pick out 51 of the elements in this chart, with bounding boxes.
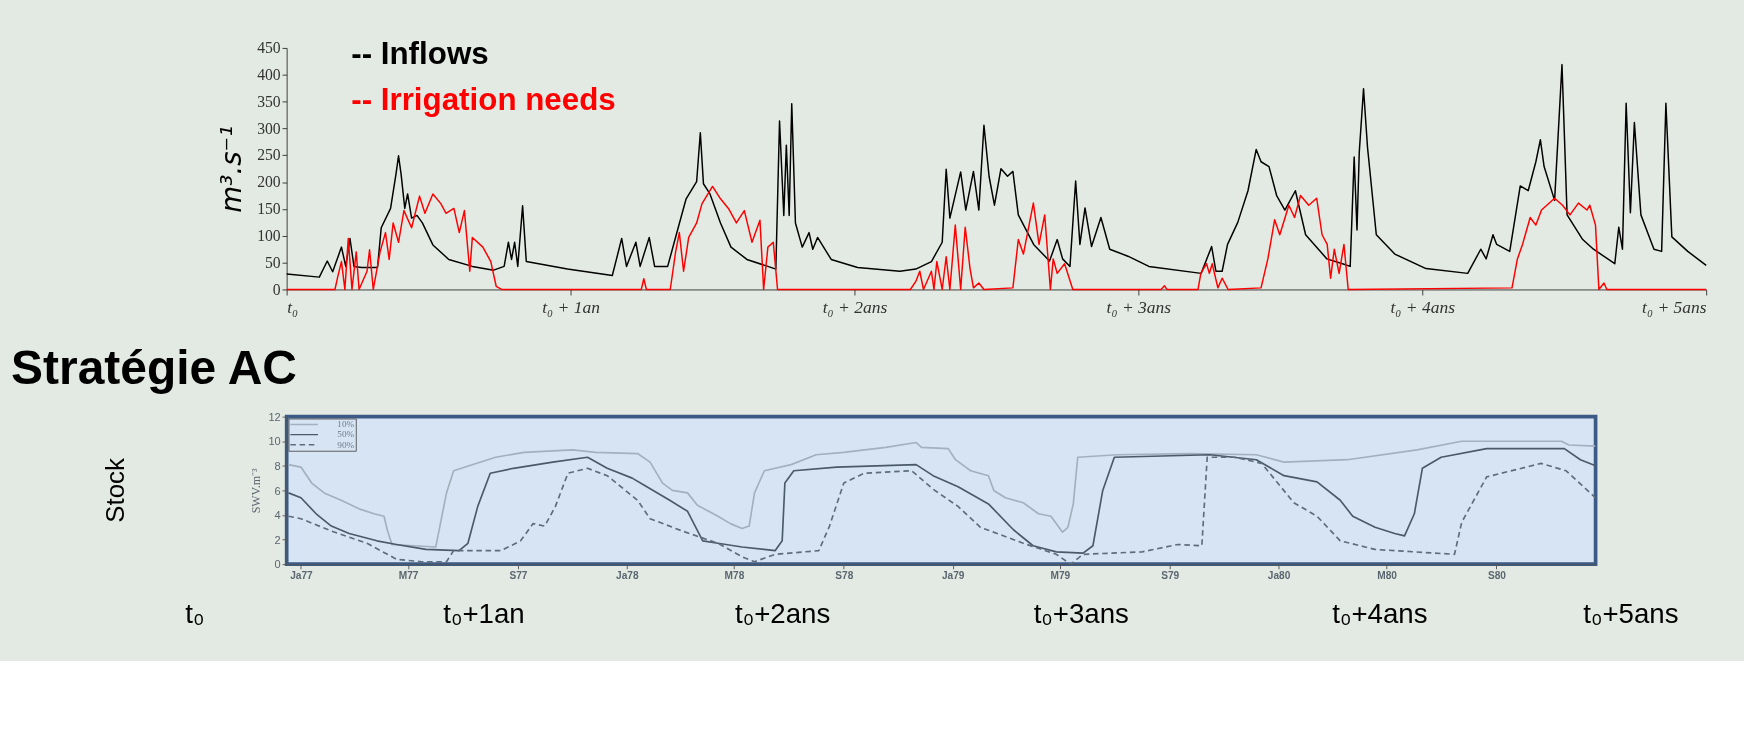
text: -- Inflows [351,35,489,71]
x-tick-label: Ja78 [616,570,639,582]
x-tick-label: t₀ + 3ans [1106,296,1172,317]
x-tick-label: t₀ [287,296,299,317]
y-axis-title: m³.s⁻¹ [214,125,248,213]
x-tick-label: t₀ + 4ans [1390,296,1456,317]
x-tick-label: S80 [1487,570,1507,582]
y-tick-label: 450 [257,39,281,57]
y-tick-label: 100 [257,226,281,244]
text: t₀+1an [443,598,525,630]
y-tick-label: 12 [268,410,281,423]
x-tick-label: S78 [835,570,854,582]
text: t₀ [185,598,205,630]
y-tick-label: 350 [257,92,281,110]
chart-title: Stratégie AC [11,341,297,395]
y-tick-label: 0 [274,558,281,571]
legend-label: 50% [337,429,355,440]
text: -- Irrigation needs [351,81,616,117]
y-tick-label: 400 [257,65,281,83]
y-tick-label: 300 [257,119,281,137]
x-tick-label: M78 [724,570,745,582]
line-series [285,63,1707,278]
x-tick-label: S77 [509,570,528,582]
x-tick-label: t₀ + 2ans [822,296,888,317]
y-tick-label: 250 [257,146,281,164]
x-tick-label: Ja77 [290,570,314,582]
x-tick-label: Ja79 [941,570,965,582]
y-tick-label: 150 [257,200,281,218]
y-tick-label: 0 [272,280,281,298]
legend-label: 10% [337,419,355,430]
text: t₀+5ans [1583,598,1679,630]
x-tick-label: t₀ + 5ans [1642,296,1707,317]
y-tick-label: 6 [274,484,281,497]
y-axis-title: SWV.m⁻³ [249,468,264,514]
y-tick-label: 8 [274,460,281,472]
y-tick-label: 50 [265,253,281,271]
x-tick-label: S79 [1161,570,1180,582]
y-tick-label: 200 [257,173,281,191]
text: t₀+3ans [1033,598,1129,630]
text: t₀+2ans [734,598,831,630]
legend-label: 90% [337,439,355,450]
x-tick-label: M79 [1050,570,1071,582]
y-tick-label: 10 [268,435,281,448]
x-tick-label: Ja80 [1267,570,1291,582]
text: t₀+4ans [1332,598,1428,630]
x-tick-label: t₀ + 1an [542,296,601,317]
y-tick-label: 2 [274,533,281,546]
y-tick-label: 4 [274,509,281,522]
x-tick-label: M77 [398,570,419,582]
text: Stock [100,458,129,523]
x-tick-label: M80 [1377,570,1398,582]
